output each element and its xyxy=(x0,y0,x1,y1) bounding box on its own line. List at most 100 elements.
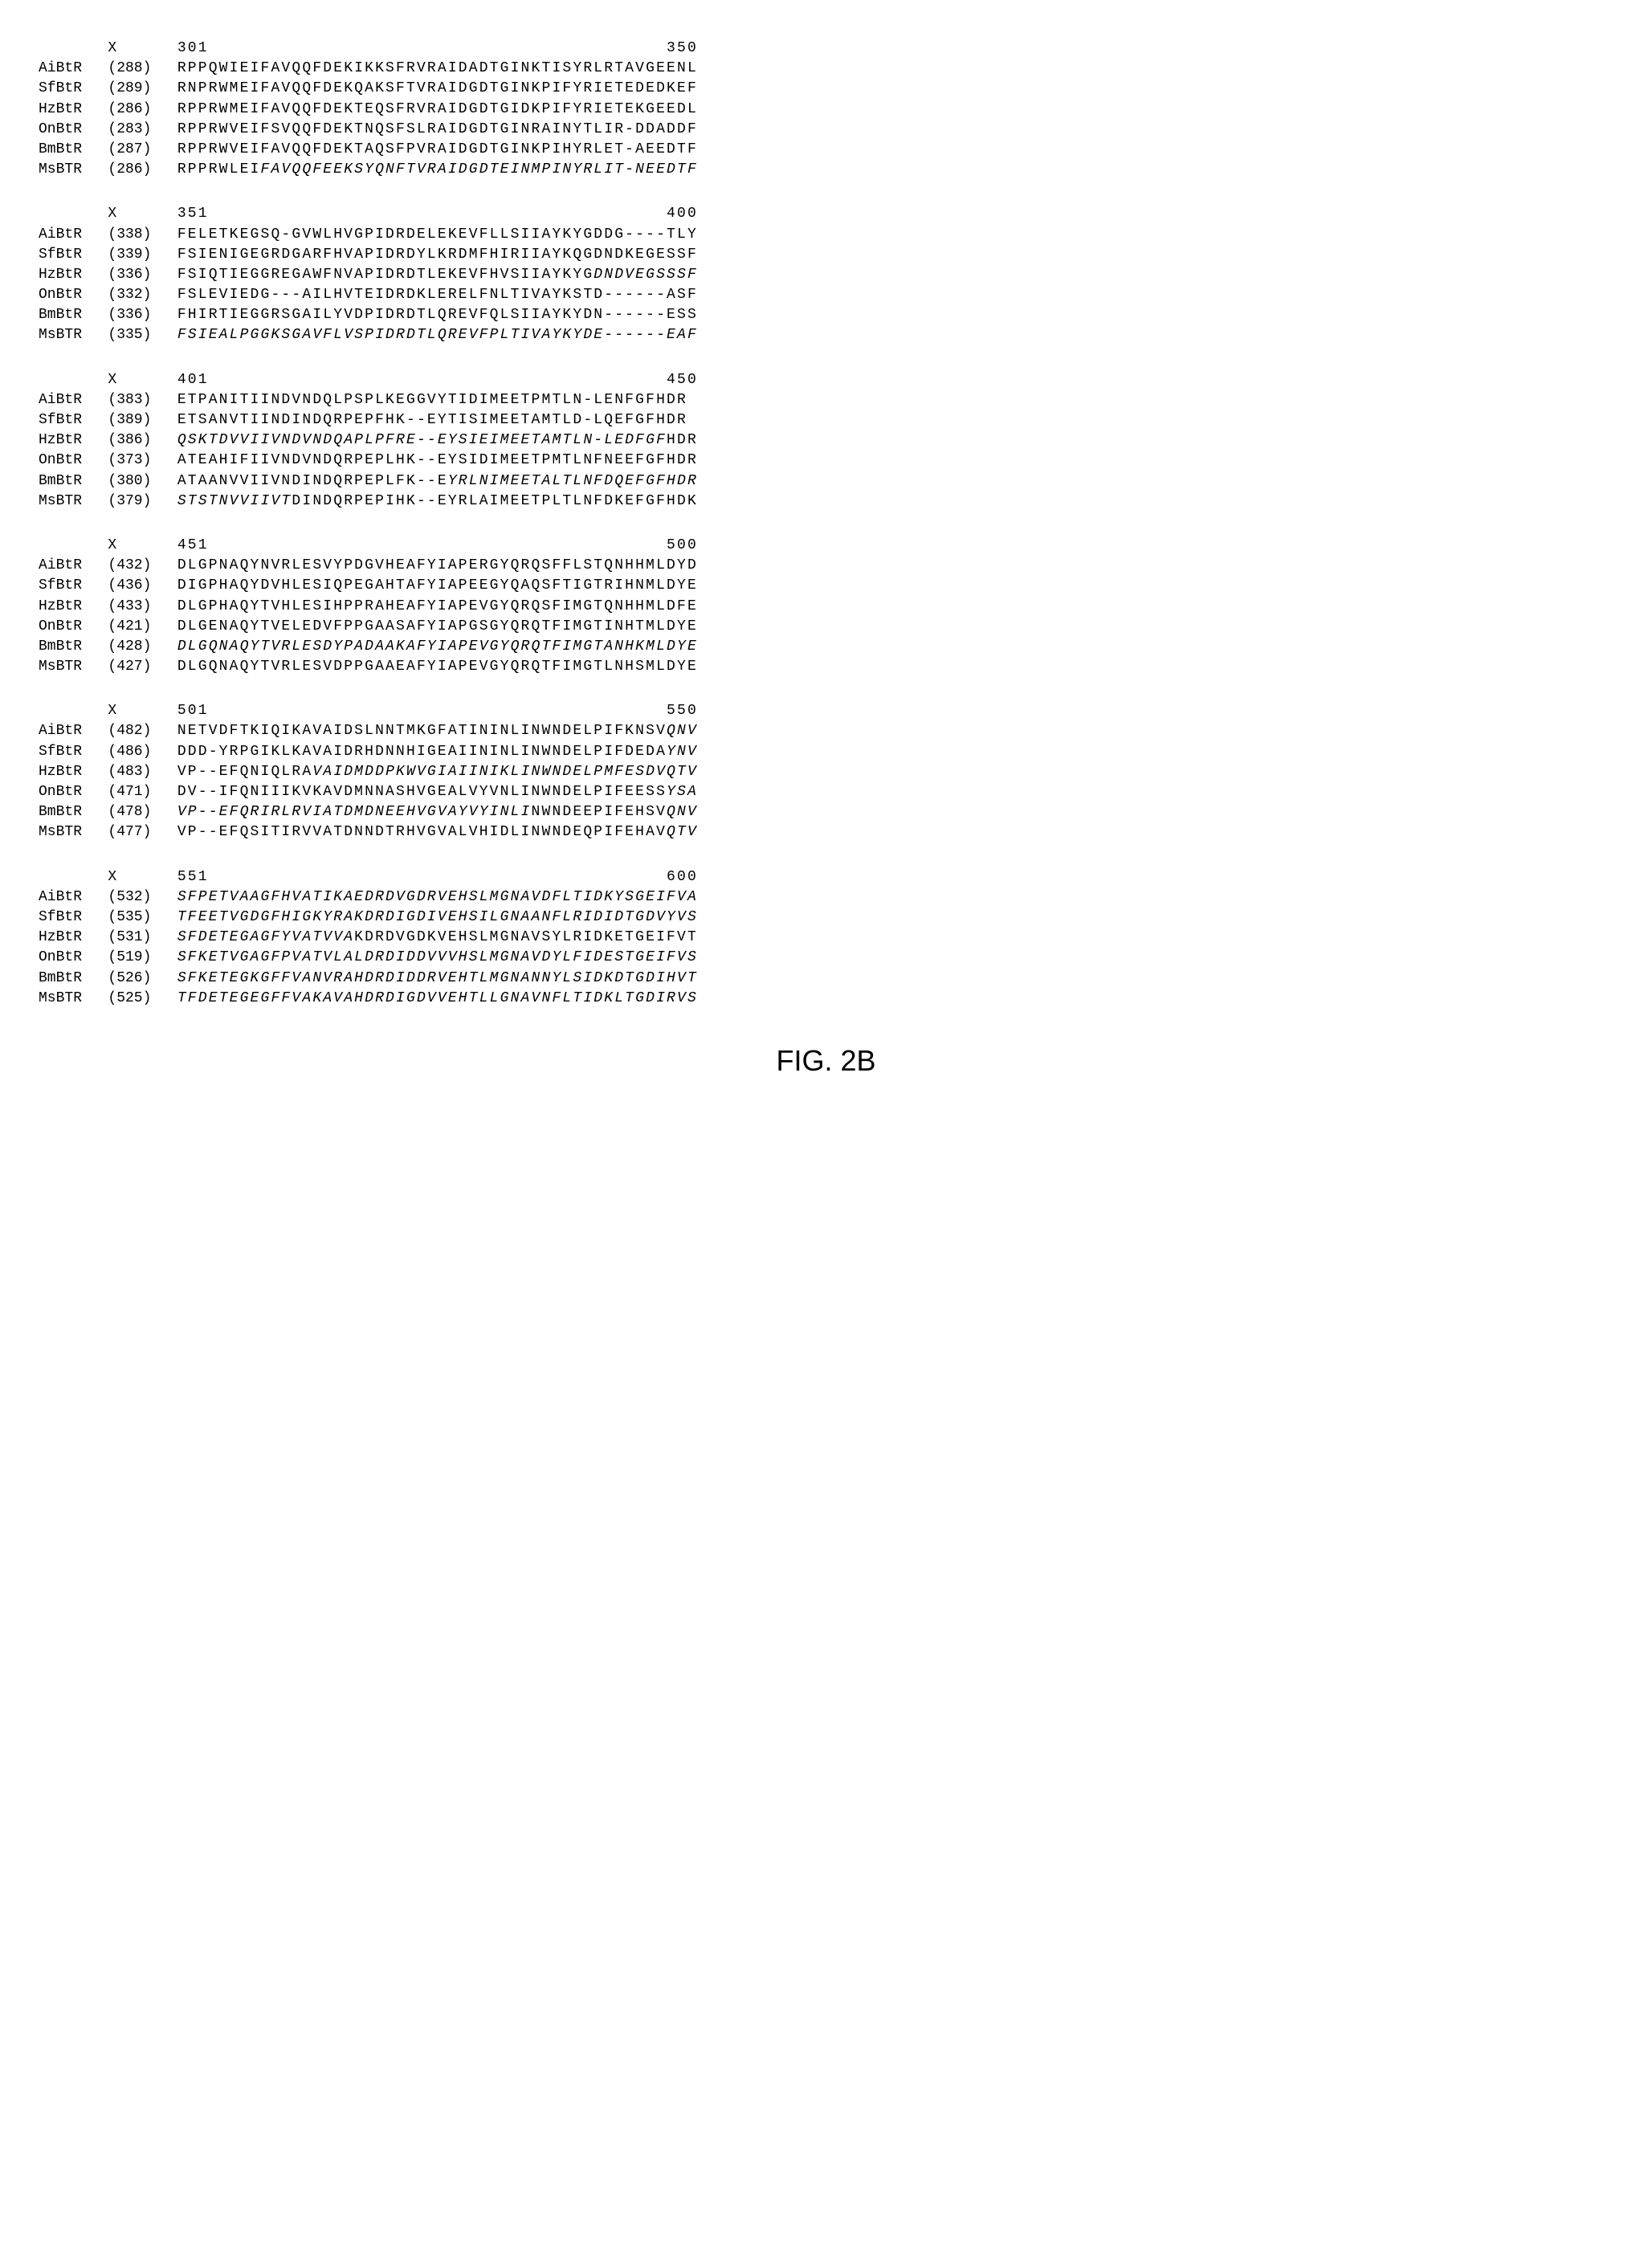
sequence-row: OnBtR (373) ATEAHIFIIVNDVNDQRPEPLHK--EYS… xyxy=(39,451,1613,471)
sequence-residues: TFEETVGDGFHIGKYRAKDRDIGDIVEHSILGNAANFLRI… xyxy=(177,908,698,928)
sequence-position: (288) xyxy=(108,59,177,79)
sequence-row: SfBtR (535) TFEETVGDGFHIGKYRAKDRDIGDIVEH… xyxy=(39,908,1613,928)
sequence-row: AiBtR (383) ETPANITIINDVNDQLPSPLKEGGVYTI… xyxy=(39,390,1613,410)
sequence-residues: DLGQNAQYTVRLESVDPPGAAEAFYIAPEVGYQRQTFIMG… xyxy=(177,657,698,677)
alignment-block: XX401 450AiBtR (383) ETPANITIINDVNDQLPSP… xyxy=(39,370,1613,512)
sequence-residues: STSTNVVIIVTDINDQRPEPIHK--EYRLAIMEETPLTLN… xyxy=(177,492,698,512)
sequence-label: MsBTR xyxy=(39,325,108,345)
sequence-residues: RPPRWMEIFAVQQFDEKTEQSFRVRAIDGDTGIDKPIFYR… xyxy=(177,100,698,120)
sequence-residues: RNPRWMEIFAVQQFDEKQAKSFTVRAIDGDTGINKPIFYR… xyxy=(177,79,698,99)
sequence-position: (525) xyxy=(108,989,177,1009)
sequence-row: AiBtR (432) DLGPNAQYNVRLESVYPDGVHEAFYIAP… xyxy=(39,556,1613,576)
sequence-label: AiBtR xyxy=(39,390,108,410)
ruler-row: XX501 550 xyxy=(39,701,1613,721)
sequence-position: (432) xyxy=(108,556,177,576)
sequence-position: (339) xyxy=(108,245,177,265)
sequence-row: BmBtR (428) DLGQNAQYTVRLESDYPADAAKAFYIAP… xyxy=(39,637,1613,657)
sequence-label: AiBtR xyxy=(39,887,108,908)
sequence-label: MsBTR xyxy=(39,657,108,677)
sequence-position: (380) xyxy=(108,471,177,492)
ruler-row: XX301 350 xyxy=(39,39,1613,59)
sequence-residues: VP--EFQSITIRVVATDNNDTRHVGVALVHIDLINWNDEQ… xyxy=(177,822,698,842)
ruler-numbers: 451 500 xyxy=(177,536,698,556)
sequence-residues: SFPETVAAGFHVATIKAEDRDVGDRVEHSLMGNAVDFLTI… xyxy=(177,887,698,908)
alignment-block: XX451 500AiBtR (432) DLGPNAQYNVRLESVYPDG… xyxy=(39,536,1613,677)
sequence-row: HzBtR (531) SFDETEGAGFYVATVVAKDRDVGDKVEH… xyxy=(39,928,1613,948)
sequence-residues: RPPRWLEIFAVQQFEEKSYQNFTVRAIDGDTEINMPINYR… xyxy=(177,160,698,180)
sequence-row: HzBtR (483) VP--EFQNIQLRAVAIDMDDPKWVGIAI… xyxy=(39,762,1613,782)
sequence-label: AiBtR xyxy=(39,225,108,245)
sequence-position: (483) xyxy=(108,762,177,782)
sequence-residues: DLGPHAQYTVHLESIHPPRAHEAFYIAPEVGYQRQSFIMG… xyxy=(177,597,698,617)
sequence-residues: DLGQNAQYTVRLESDYPADAAKAFYIAPEVGYQRQTFIMG… xyxy=(177,637,698,657)
sequence-label: OnBtR xyxy=(39,285,108,305)
sequence-label: OnBtR xyxy=(39,782,108,802)
sequence-row: MsBTR (286) RPPRWLEIFAVQQFEEKSYQNFTVRAID… xyxy=(39,160,1613,180)
sequence-row: OnBtR (519) SFKETVGAGFPVATVLALDRDIDDVVVH… xyxy=(39,948,1613,968)
ruler-row: XX401 450 xyxy=(39,370,1613,390)
sequence-position: (335) xyxy=(108,325,177,345)
sequence-position: (471) xyxy=(108,782,177,802)
sequence-position: (383) xyxy=(108,390,177,410)
sequence-residues: SFDETEGAGFYVATVVAKDRDVGDKVEHSLMGNAVSYLRI… xyxy=(177,928,698,948)
sequence-row: AiBtR (482) NETVDFTKIQIKAVAIDSLNNTMKGFAT… xyxy=(39,721,1613,741)
sequence-label: BmBtR xyxy=(39,305,108,325)
sequence-residues: SFKETVGAGFPVATVLALDRDIDDVVVHSLMGNAVDYLFI… xyxy=(177,948,698,968)
sequence-position: (433) xyxy=(108,597,177,617)
sequence-row: OnBtR (283) RPPRWVEIFSVQQFDEKTNQSFSLRAID… xyxy=(39,120,1613,140)
sequence-label: HzBtR xyxy=(39,100,108,120)
sequence-residues: DV--IFQNIIIKVKAVDMNNASHVGEALVYVNLINWNDEL… xyxy=(177,782,698,802)
ruler-numbers: 551 600 xyxy=(177,867,698,887)
sequence-position: (389) xyxy=(108,410,177,430)
ruler-row: XX551 600 xyxy=(39,867,1613,887)
ruler-numbers: 301 350 xyxy=(177,39,698,59)
sequence-position: (379) xyxy=(108,492,177,512)
sequence-row: HzBtR (286) RPPRWMEIFAVQQFDEKTEQSFRVRAID… xyxy=(39,100,1613,120)
sequence-label: BmBtR xyxy=(39,637,108,657)
sequence-position: (286) xyxy=(108,100,177,120)
sequence-row: OnBtR (421) DLGENAQYTVELEDVFPPGAASAFYIAP… xyxy=(39,617,1613,637)
sequence-label: HzBtR xyxy=(39,265,108,285)
sequence-label: SfBtR xyxy=(39,245,108,265)
ruler-row: XX351 400 xyxy=(39,204,1613,224)
sequence-label: SfBtR xyxy=(39,576,108,596)
sequence-position: (336) xyxy=(108,265,177,285)
figure-label: FIG. 2B xyxy=(39,1041,1613,1081)
sequence-position: (526) xyxy=(108,969,177,989)
sequence-row: OnBtR (332) FSLEVIEDG---AILHVTEIDRDKLERE… xyxy=(39,285,1613,305)
alignment-block: XX551 600AiBtR (532) SFPETVAAGFHVATIKAED… xyxy=(39,867,1613,1009)
sequence-label: BmBtR xyxy=(39,471,108,492)
sequence-residues: DLGPNAQYNVRLESVYPDGVHEAFYIAPERGYQRQSFFLS… xyxy=(177,556,698,576)
sequence-residues: VP--EFQRIRLRVIATDMDNEEHVGVAYVYINLINWNDEE… xyxy=(177,802,698,822)
sequence-residues: RPPRWVEIFSVQQFDEKTNQSFSLRAIDGDTGINRAINYT… xyxy=(177,120,698,140)
sequence-label: OnBtR xyxy=(39,948,108,968)
sequence-row: BmBtR (478) VP--EFQRIRLRVIATDMDNEEHVGVAY… xyxy=(39,802,1613,822)
sequence-residues: FELETKEGSQ-GVWLHVGPIDRDELEKEVFLLSIIAYKYG… xyxy=(177,225,698,245)
sequence-row: AiBtR (338) FELETKEGSQ-GVWLHVGPIDRDELEKE… xyxy=(39,225,1613,245)
sequence-row: SfBtR (289) RNPRWMEIFAVQQFDEKQAKSFTVRAID… xyxy=(39,79,1613,99)
sequence-position: (287) xyxy=(108,140,177,160)
sequence-position: (428) xyxy=(108,637,177,657)
sequence-row: BmBtR (380) ATAANVVIIVNDINDQRPEPLFK--EYR… xyxy=(39,471,1613,492)
sequence-row: OnBtR (471) DV--IFQNIIIKVKAVDMNNASHVGEAL… xyxy=(39,782,1613,802)
alignment-block: XX501 550AiBtR (482) NETVDFTKIQIKAVAIDSL… xyxy=(39,701,1613,842)
sequence-row: MsBTR (525) TFDETEGEGFFVAKAVAHDRDIGDVVEH… xyxy=(39,989,1613,1009)
sequence-label: OnBtR xyxy=(39,617,108,637)
sequence-position: (478) xyxy=(108,802,177,822)
alignment-block: XX351 400AiBtR (338) FELETKEGSQ-GVWLHVGP… xyxy=(39,204,1613,345)
sequence-position: (477) xyxy=(108,822,177,842)
ruler-numbers: 501 550 xyxy=(177,701,698,721)
alignment-block: XX301 350AiBtR (288) RPPQWIEIFAVQQFDEKIK… xyxy=(39,39,1613,180)
sequence-position: (436) xyxy=(108,576,177,596)
sequence-position: (427) xyxy=(108,657,177,677)
sequence-alignment: XX301 350AiBtR (288) RPPQWIEIFAVQQFDEKIK… xyxy=(39,39,1613,1009)
sequence-label: AiBtR xyxy=(39,556,108,576)
sequence-residues: FSIENIGEGRDGARFHVAPIDRDYLKRDMFHIRIIAYKQG… xyxy=(177,245,698,265)
sequence-residues: NETVDFTKIQIKAVAIDSLNNTMKGFATININLINWNDEL… xyxy=(177,721,698,741)
sequence-row: SfBtR (389) ETSANVTIINDINDQRPEPFHK--EYTI… xyxy=(39,410,1613,430)
ruler-row: XX451 500 xyxy=(39,536,1613,556)
sequence-label: OnBtR xyxy=(39,451,108,471)
sequence-label: BmBtR xyxy=(39,802,108,822)
sequence-residues: FSIEALPGGKSGAVFLVSPIDRDTLQREVFPLTIVAYKYD… xyxy=(177,325,698,345)
sequence-residues: DLGENAQYTVELEDVFPPGAASAFYIAPGSGYQRQTFIMG… xyxy=(177,617,698,637)
